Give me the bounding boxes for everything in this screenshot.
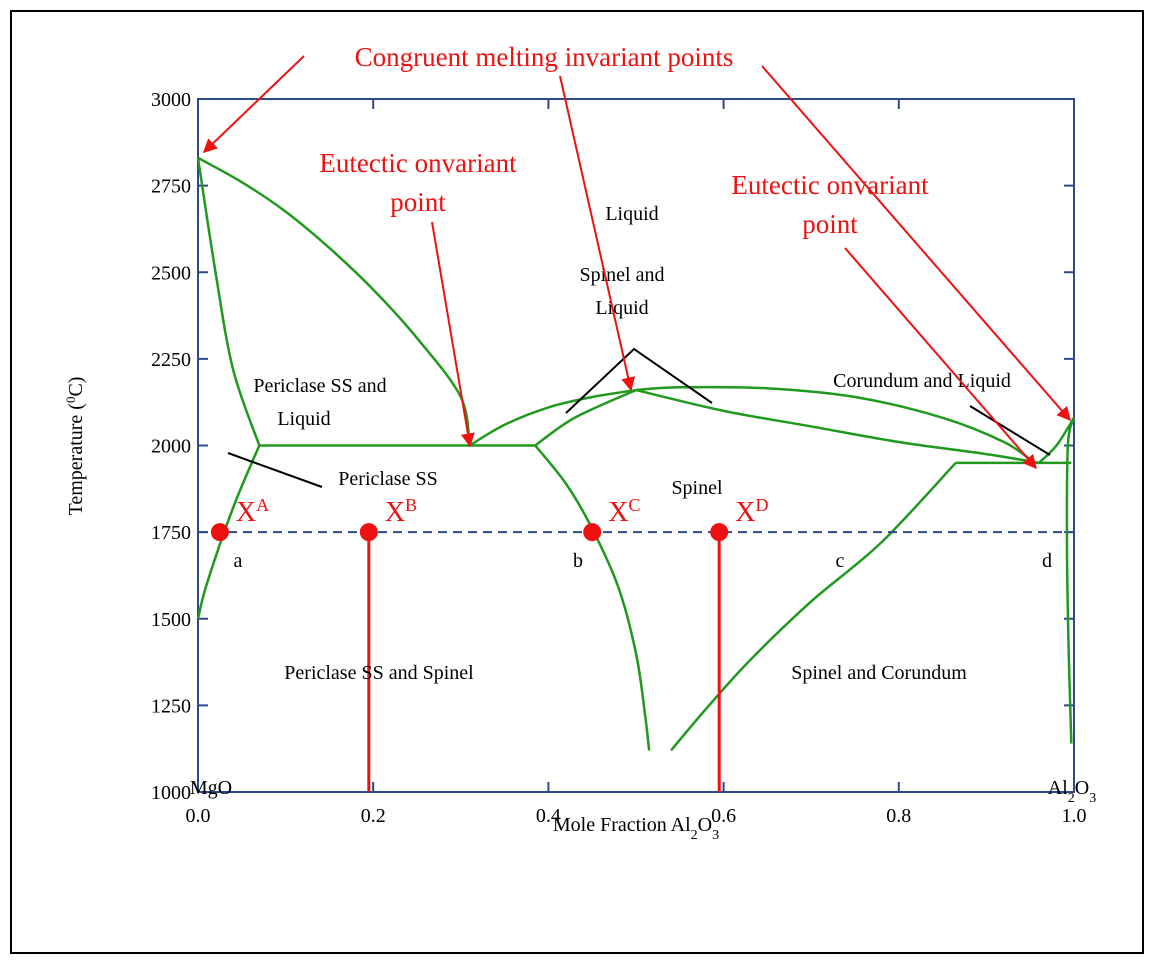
annotation-eutectic-right-1: Eutectic onvariant bbox=[731, 170, 929, 200]
phase-boundary-periclase-liquidus bbox=[197, 156, 471, 446]
annotation-eutectic-right-2: point bbox=[802, 209, 858, 239]
region-label-periclase-ss: Periclase SS bbox=[338, 468, 437, 490]
y-tick-label: 2250 bbox=[151, 349, 191, 371]
x-tick-label: 0.0 bbox=[186, 805, 211, 827]
composition-label-sup: A bbox=[256, 495, 269, 515]
point-label-a: a bbox=[234, 550, 243, 572]
y-axis-label-pre: Temperature ( bbox=[65, 403, 87, 516]
x-tick-label: 0.8 bbox=[886, 805, 911, 827]
region-label-spinel: Spinel bbox=[671, 477, 723, 499]
region-label-spinel-liquid-2: Liquid bbox=[595, 297, 648, 319]
phase-boundary-corundum-solvus bbox=[1065, 417, 1076, 744]
composition-label-base: X bbox=[735, 497, 755, 528]
phase-boundary-periclase-solvus bbox=[196, 445, 261, 620]
region-label-spinel-liquid-1: Spinel and bbox=[580, 264, 665, 286]
phase-boundary-spinel-solidus-left bbox=[534, 388, 637, 447]
end-member-right-base: Al bbox=[1048, 777, 1068, 799]
composition-label-sup: B bbox=[405, 495, 417, 515]
leader-spinel-liquid bbox=[565, 347, 713, 414]
annotation-eutectic-left-1: Eutectic onvariant bbox=[319, 148, 517, 178]
composition-label-d: XD bbox=[735, 495, 768, 528]
x-tick-label: 1.0 bbox=[1062, 805, 1087, 827]
point-label-d: d bbox=[1042, 550, 1052, 572]
annotation-arrows bbox=[202, 55, 1071, 470]
x-axis-label-mid: O bbox=[698, 814, 712, 836]
composition-label-c: XC bbox=[608, 495, 640, 528]
y-tick-label: 2000 bbox=[151, 436, 191, 458]
leader-periclase-ss bbox=[227, 452, 323, 488]
arrow-congruent-right bbox=[761, 65, 1071, 422]
arrow-eutectic-right bbox=[844, 247, 1037, 470]
y-tick-label: 1500 bbox=[151, 609, 191, 631]
y-axis-label-sup: 0 bbox=[63, 397, 78, 404]
point-label-b: b bbox=[573, 550, 583, 572]
y-axis-label-post: C) bbox=[65, 377, 87, 397]
x-tick-label: 0.4 bbox=[536, 805, 561, 827]
composition-point-c bbox=[583, 523, 602, 542]
annotation-eutectic-left-2: point bbox=[390, 187, 446, 217]
x-axis-label-base: Mole Fraction Al bbox=[553, 814, 691, 836]
composition-label-a: XA bbox=[236, 495, 269, 528]
y-tick-label: 2500 bbox=[151, 262, 191, 284]
end-member-right: Al2O3 bbox=[1048, 777, 1096, 806]
x-axis-label: Mole Fraction Al2O3 bbox=[553, 814, 719, 843]
phase-boundary-spinel-solvus-left bbox=[534, 444, 651, 751]
region-label-corundum-liquid: Corundum and Liquid bbox=[833, 370, 1011, 392]
arrow-congruent-left bbox=[202, 55, 305, 153]
phase-boundary-periclase-solidus bbox=[196, 157, 261, 446]
y-tick-label: 1250 bbox=[151, 695, 191, 717]
leader-corundum-liquid bbox=[969, 405, 1051, 456]
end-member-left: MgO bbox=[190, 777, 232, 799]
region-label-spinel-corundum: Spinel and Corundum bbox=[791, 662, 967, 684]
region-label-liquid: Liquid bbox=[605, 203, 658, 225]
composition-label-b: XB bbox=[385, 495, 417, 528]
y-tick-label: 3000 bbox=[151, 89, 191, 111]
composition-label-sup: C bbox=[628, 495, 640, 515]
phase-boundary-spinel-solidus-right bbox=[635, 385, 1036, 464]
y-axis-label: Temperature (0C) bbox=[63, 377, 88, 516]
point-label-c: c bbox=[836, 550, 845, 572]
end-member-right-sub2: 3 bbox=[1089, 791, 1096, 806]
phase-boundary-spinel-liquidus-left bbox=[468, 388, 637, 447]
composition-point-b bbox=[359, 523, 378, 542]
end-member-right-sub: 2 bbox=[1068, 791, 1075, 806]
y-tick-label: 2750 bbox=[151, 176, 191, 198]
y-tick-label: 1750 bbox=[151, 522, 191, 544]
phase-boundary-spinel-liquidus-right bbox=[635, 388, 1040, 465]
phase-boundary-spinel-solvus-right bbox=[670, 461, 957, 752]
x-tick-label: 0.2 bbox=[361, 805, 386, 827]
figure-frame bbox=[10, 10, 1144, 954]
y-tick-label: 1000 bbox=[151, 782, 191, 804]
x-axis-label-sub2: 3 bbox=[712, 828, 719, 843]
end-member-right-mid: O bbox=[1075, 777, 1089, 799]
region-label-periclase-liquid-1: Periclase SS and bbox=[253, 375, 386, 397]
composition-label-base: X bbox=[236, 497, 256, 528]
composition-label-base: X bbox=[608, 497, 628, 528]
region-label-periclase-spinel: Periclase SS and Spinel bbox=[284, 662, 474, 684]
composition-label-sup: D bbox=[755, 495, 768, 515]
arrow-eutectic-left bbox=[431, 221, 475, 448]
arrow-congruent-center bbox=[559, 75, 636, 392]
x-tick-label: 0.6 bbox=[711, 805, 736, 827]
composition-label-base: X bbox=[385, 497, 405, 528]
annotation-congruent: Congruent melting invariant points bbox=[355, 42, 734, 72]
composition-point-d bbox=[710, 523, 729, 542]
x-axis-label-sub: 2 bbox=[691, 828, 698, 843]
composition-point-a bbox=[210, 523, 229, 542]
region-label-periclase-liquid-2: Liquid bbox=[277, 408, 330, 430]
